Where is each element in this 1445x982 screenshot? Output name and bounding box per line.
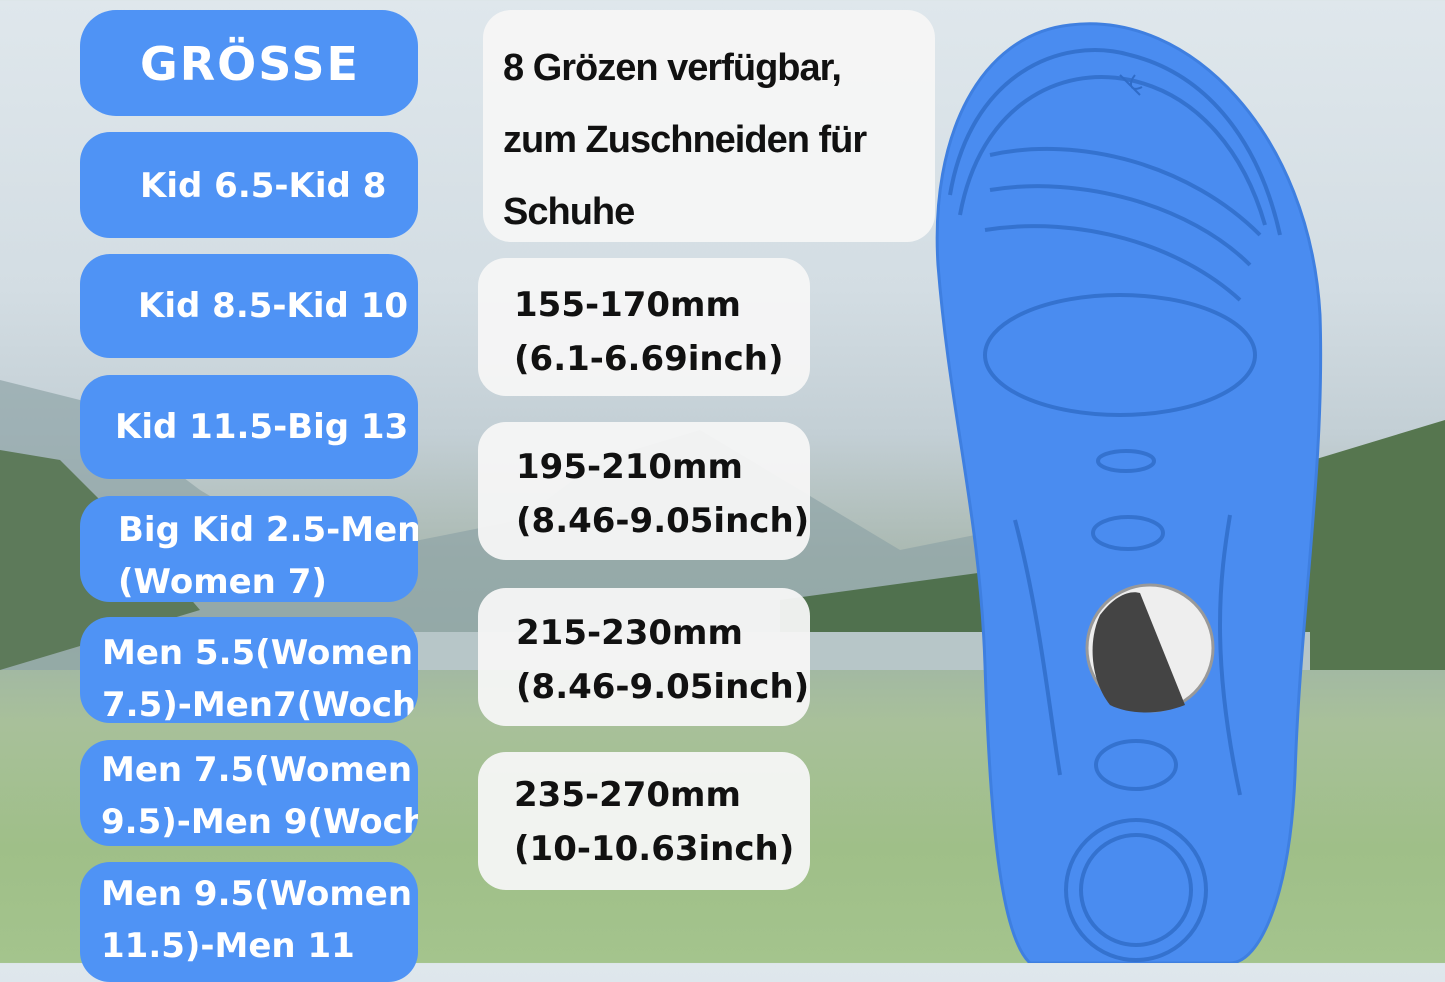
- length-text: 155-170mm (6.1-6.69inch): [514, 285, 784, 379]
- length-card: 155-170mm (6.1-6.69inch): [478, 258, 810, 396]
- size-label: Men 5.5(Women 7.5)-Men7(Woch): [102, 633, 418, 723]
- size-option: Men 9.5(Women 11.5)-Men 11: [80, 862, 418, 982]
- size-label: Kid 11.5-Big 13: [115, 407, 409, 447]
- size-option: Kid 8.5-Kid 10: [80, 254, 418, 358]
- logo-mark: [1119, 74, 1143, 96]
- size-label: Men 9.5(Women 11.5)-Men 11: [101, 874, 413, 966]
- size-heading: GRÖSSE: [80, 10, 418, 116]
- length-card: 235-270mm (10-10.63inch): [478, 752, 810, 890]
- size-heading-text: GRÖSSE: [140, 37, 360, 91]
- size-label: Kid 6.5-Kid 8: [140, 166, 387, 206]
- length-card: 215-230mm (8.46-9.05inch): [478, 588, 810, 726]
- length-text: 195-210mm (8.46-9.05inch): [516, 447, 810, 541]
- info-text: 8 Grözen verfügbar, zum Zuschneiden für …: [503, 47, 867, 233]
- size-option: Men 7.5(Women 9.5)-Men 9(Woch): [80, 740, 418, 846]
- size-option: Big Kid 2.5-Men (Women 7): [80, 496, 418, 602]
- size-label: Men 7.5(Women 9.5)-Men 9(Woch): [101, 750, 418, 842]
- length-text: 235-270mm (10-10.63inch): [514, 775, 795, 869]
- tracker-disc: [1085, 583, 1215, 713]
- length-card: 195-210mm (8.46-9.05inch): [478, 422, 810, 560]
- info-card: 8 Grözen verfügbar, zum Zuschneiden für …: [483, 10, 935, 242]
- insole-image: [935, 22, 1323, 963]
- size-option: Kid 6.5-Kid 8: [80, 132, 418, 238]
- size-label: Kid 8.5-Kid 10: [138, 286, 409, 326]
- size-option: Kid 11.5-Big 13: [80, 375, 418, 479]
- length-text: 215-230mm (8.46-9.05inch): [516, 613, 810, 707]
- size-label: Big Kid 2.5-Men (Women 7): [118, 510, 418, 602]
- size-option: Men 5.5(Women 7.5)-Men7(Woch): [80, 617, 418, 723]
